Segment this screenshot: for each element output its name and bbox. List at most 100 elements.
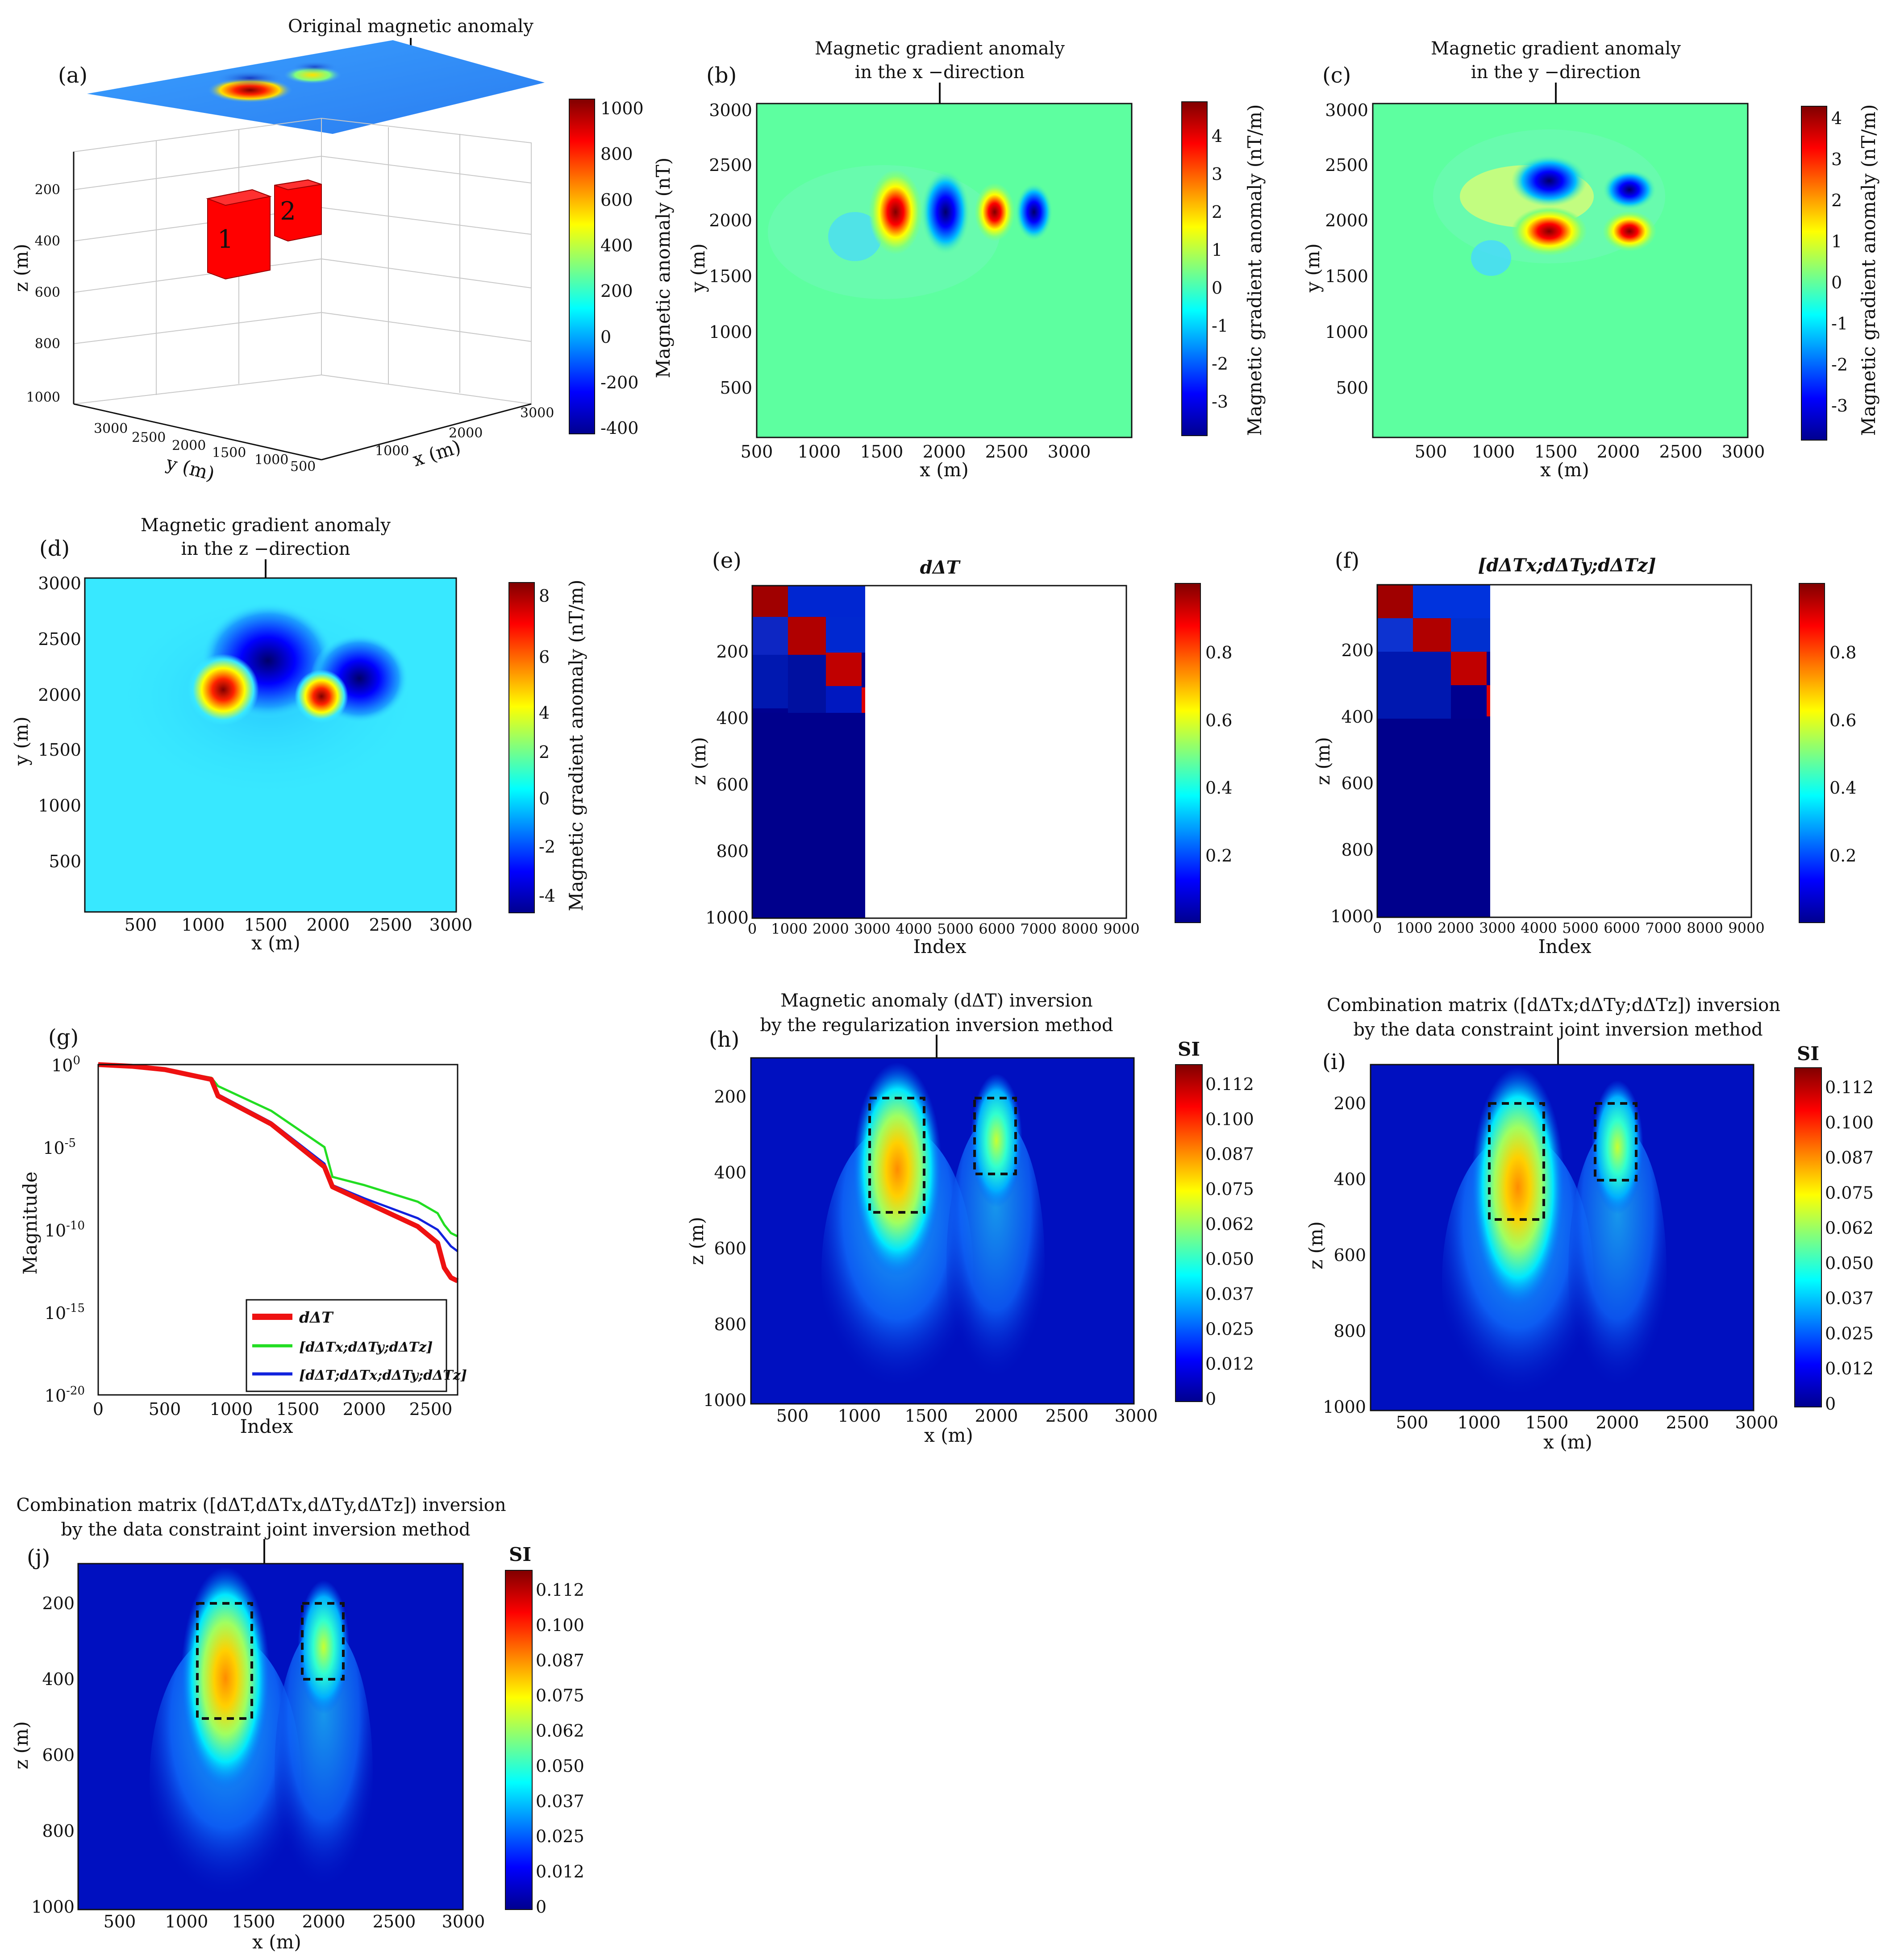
svg-text:1000: 1000 [838,1406,881,1426]
j-colorbar-tick: 0.087 [536,1651,584,1670]
svg-text:2000: 2000 [813,920,849,937]
panel-j-letter: (j) [27,1545,50,1570]
j-ylabel: z (m) [10,1721,32,1769]
svg-text:6000: 6000 [1604,920,1640,936]
svg-text:2500: 2500 [1325,155,1368,175]
c-colorbar [1801,106,1827,441]
svg-text:4: 4 [1831,108,1842,128]
b-colorbar-label: Magnetic gradient anomaly (nT/m) [1244,104,1266,436]
c-xlabel: x (m) [1540,459,1589,481]
svg-text:1500: 1500 [860,442,904,462]
svg-text:1000: 1000 [705,908,749,928]
j-colorbar-tick: 0.037 [536,1791,584,1811]
e-ylabel: z (m) [688,737,710,785]
svg-text:1000: 1000 [1325,322,1368,342]
a-z-ticks: 200 400 600 800 1000 [26,182,60,405]
j-body-1-response [181,1567,270,1790]
h-colorbar-tick: 0.037 [1205,1284,1254,1304]
svg-text:-2: -2 [1212,354,1228,374]
svg-text:2000: 2000 [1438,920,1474,936]
svg-text:3: 3 [1212,164,1222,184]
svg-text:9000: 9000 [1728,920,1764,936]
svg-text:3000: 3000 [520,405,554,421]
svg-text:1000: 1000 [600,99,644,118]
svg-text:5000: 5000 [1562,920,1598,936]
svg-text:2000: 2000 [38,685,81,705]
i-colorbar-tick: 0 [1825,1394,1836,1414]
panel-d-letter: (d) [39,536,70,561]
e-colorbar [1175,583,1201,923]
c-ticks: 500 1000 1500 2000 2500 3000 3000 2500 2… [1325,100,1765,462]
i-colorbar [1794,1067,1822,1407]
j-colorbar [505,1570,533,1910]
h-colorbar-ticks: 0.112 0.100 0.087 0.075 0.062 0.050 0.037 0.025… [1205,1074,1254,1409]
panel-j-title-1: Combination matrix ([dΔT,dΔTx,dΔTy,dΔTz]… [16,1495,506,1515]
3d-grid [73,117,532,461]
svg-text:3000: 3000 [38,574,81,593]
svg-text:200: 200 [42,1594,75,1613]
svg-text:2500: 2500 [985,442,1029,462]
panel-f: (f) [dΔTx;dΔTy;dΔTz] 0 1000 2000 3000 40… [1312,548,1856,957]
h-colorbar-tick: 0.012 [1205,1354,1254,1374]
svg-text:0.6: 0.6 [1205,711,1232,730]
svg-text:500: 500 [49,852,81,871]
g-series [98,1062,459,1283]
svg-text:800: 800 [42,1821,75,1841]
svg-text:1000: 1000 [703,1390,746,1410]
legend-label-dt: dΔT [299,1309,334,1327]
b-xlabel: x (m) [920,459,969,481]
svg-text:2: 2 [1212,202,1222,222]
svg-text:200: 200 [1333,1094,1366,1113]
c-anomaly-pos-1 [1511,207,1587,256]
j-colorbar-tick: 0.062 [536,1721,584,1741]
svg-text:500: 500 [776,1406,809,1426]
svg-text:3000: 3000 [709,100,752,120]
svg-text:500: 500 [125,915,157,935]
svg-text:0: 0 [93,1399,104,1419]
svg-text:6: 6 [539,647,550,667]
svg-text:400: 400 [1341,707,1374,727]
svg-text:10-5: 10-5 [43,1136,76,1158]
svg-text:2000: 2000 [172,438,206,454]
i-colorbar-unit: SI [1797,1043,1819,1065]
svg-text:3000: 3000 [1325,100,1368,120]
g-legend: dΔT [dΔTx;dΔTy;dΔTz] [dΔT;dΔTx;dΔTy;dΔTz… [246,1299,467,1392]
svg-text:500: 500 [1415,442,1447,462]
svg-text:2000: 2000 [343,1399,386,1419]
h-xlabel: x (m) [924,1424,973,1446]
svg-text:2: 2 [1831,191,1842,210]
svg-text:0: 0 [1373,920,1382,936]
svg-text:1000: 1000 [709,322,752,342]
panel-a: (a) Original magnetic anomaly [10,16,674,485]
a-colorbar-ticks: 1000 800 600 400 200 0 -200 -400 [600,99,644,438]
svg-text:1000: 1000 [26,390,60,405]
panel-d: (d) Magnetic gradient anomaly in the z −… [10,515,587,954]
panel-a-letter: (a) [58,63,88,88]
g-ylabel: Magnitude [19,1171,41,1274]
svg-text:2000: 2000 [302,1912,346,1931]
svg-text:600: 600 [1333,1245,1366,1265]
svg-text:1: 1 [1831,232,1842,251]
svg-text:1500: 1500 [212,445,246,461]
panel-b: (b) Magnetic gradient anomaly in the x −… [687,38,1266,481]
svg-text:1000: 1000 [1323,1397,1366,1417]
e-x-ticks: 0 1000 2000 3000 4000 5000 6000 7000 800… [748,920,1140,937]
panel-h-letter: (h) [709,1027,739,1052]
svg-text:2000: 2000 [1597,442,1640,462]
svg-text:1000: 1000 [165,1912,208,1931]
svg-text:9000: 9000 [1103,920,1139,937]
b-anomaly-pos-2 [975,183,1015,241]
svg-text:1500: 1500 [1325,266,1368,286]
svg-text:4000: 4000 [1521,920,1557,936]
h-body-1-response [853,1062,942,1277]
svg-text:100: 100 [51,1054,80,1075]
panel-e-letter: (e) [712,548,742,573]
e-colorbar-ticks: 0.8 0.6 0.4 0.2 [1205,643,1232,866]
svg-text:1000: 1000 [798,442,841,462]
surface-low-1 [214,70,286,86]
j-colorbar-tick: 0 [536,1897,546,1917]
svg-text:1000: 1000 [771,920,807,937]
i-ticks: 500 1000 1500 2000 2500 3000 200 400 600… [1323,1094,1778,1432]
svg-text:1: 1 [1212,240,1222,260]
j-colorbar-tick: 0.075 [536,1686,584,1706]
